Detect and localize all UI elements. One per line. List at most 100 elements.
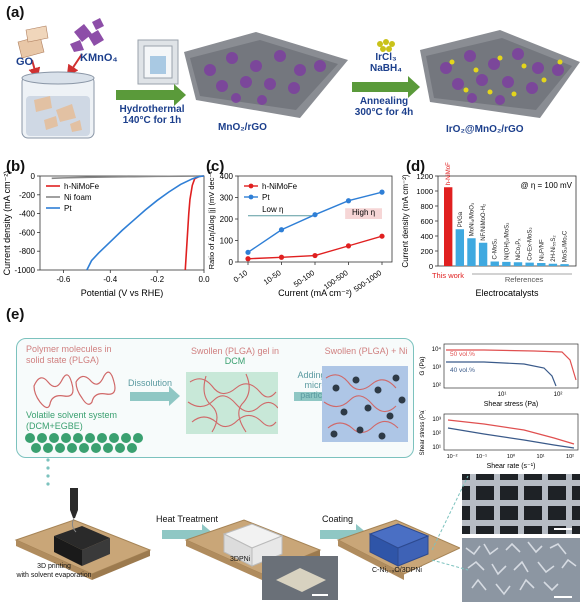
autoclave-icon [137,39,179,85]
dissolution-arrow [130,386,180,406]
adding-ni-label: Adding Ni micro-particles [297,370,337,400]
data-point [379,189,385,195]
x-tick-label: 10¹ [498,392,507,398]
data-point [312,252,318,259]
mno2-rgo-sheet [184,32,348,118]
series-line [446,349,577,381]
bar-label: MoNi₄/MoO₃ [469,202,475,236]
y-tick-label: -800 [19,247,36,256]
x-tick-label: 10⁰ [507,453,516,460]
data-point [379,233,385,239]
polymer-title: Polymer molecules in solid state (PLGA) [26,344,112,365]
panel-e-label: (e) [6,306,25,323]
data-point [345,243,352,249]
legend-marker [248,183,254,189]
swollen-gel-label: Swollen (PLGA) gel in DCM [190,346,280,366]
annealing-step-label: Annealing 300°C for 4h [354,96,414,118]
bar [548,263,558,266]
panel-a-illustration [17,18,580,139]
catalyst-comparison-chart: 0 200 400 600 800 1000 1200 @ η = 100 mV h-NiMoF… [401,162,577,298]
y-tick-label: 800 [420,202,433,211]
x-axis-label: Shear rate (s⁻¹) [487,463,536,470]
x-tick-label: 50-100 [292,268,316,289]
y-tick-label: 100 [220,237,234,246]
y-tick-label: 10¹ [432,445,441,451]
bar [537,263,546,266]
y-tick-label: 10² [432,431,441,437]
bar-label: MoS₂/Mo₂C [563,230,569,262]
x-axis-label: Current (mA cm⁻²) [278,288,352,298]
flow-curve-chart: 10¹ 10² 10³ 10⁻² 10⁻¹ 10⁰ 10¹ 10² Shear rate (s⁻… [420,410,579,470]
data-point [245,249,251,255]
bar-label: h-NiMoFe [446,162,452,185]
data-point [278,254,285,260]
y-tick-label: 200 [220,215,234,224]
series-line-pt [86,175,205,271]
plot-frame [443,343,579,389]
bar [455,229,465,266]
y-tick-label: 600 [420,217,433,226]
y-tick-label: 1200 [416,172,433,181]
heat-treatment-arrow [162,530,202,539]
zoom-lines [431,475,469,571]
x-tick-label: 0.0 [198,275,210,284]
bar [560,264,569,266]
x-tick-label: 500-1000 [352,268,383,294]
modulus-chart: 10² 10³ 10⁴ 10¹ 10² Shear stress (Pa) G (Pa) 50… [419,343,579,408]
y-tick-label: 0 [429,262,433,271]
y-tick-label: -600 [19,228,36,237]
coating-label: Coating [322,514,354,524]
legend-label: Pt [262,193,270,202]
legend-marker [248,194,254,200]
y-tick-label: 0 [229,258,234,267]
y-tick-label: 10³ [432,417,441,423]
x-tick-label: 10² [566,454,574,460]
y-tick-label: 10³ [432,365,441,371]
panel-a-label: (a) [6,4,25,21]
legend-label: Pt [64,204,72,213]
dissolution-label: Dissolution [128,378,173,388]
legend-label: 40 vol.% [450,367,475,374]
hydrothermal-step-label: Hydrothermal 140°C for 1h [119,104,185,126]
x-tick-label: 0-10 [232,268,249,284]
series-line-ni-foam [51,175,205,180]
x-tick-label: -0.4 [103,275,117,284]
scaffold-coated-blue [368,523,430,567]
bar [525,262,534,266]
panel-c-label: (c) [206,158,225,175]
series-line-h-nimofe [184,175,205,271]
high-eta-label: High η [352,208,375,217]
bar-label: Co-Ex-MoS₂ [528,227,534,261]
legend-label: Ni foam [64,193,92,202]
y-tick-label: -200 [19,191,36,200]
annealing-arrow [352,76,420,98]
eta-annotation: @ η = 100 mV [521,181,573,190]
swollen-ni-icon [322,366,408,442]
sem-surface-image [462,538,580,602]
reagents-label: IrCl₃ NaBH₄ [370,52,402,74]
connector-dots [46,458,50,486]
legend-label: h-NiMoFe [64,182,100,191]
3dpni-label: 3DPNi [230,556,251,563]
y-tick-label: 0 [31,172,36,181]
series-line [446,361,557,387]
data-point [278,227,285,233]
bar-label: NF/NiMoO-H₂ [481,203,487,241]
solvent-title: Volatile solvent system (DCM+EGBE) [26,410,118,431]
bar-label: NiCo₂Pₓ [516,239,522,261]
printing-caption: 3D printing with solvent evaporation [16,563,92,579]
coated-scaffold-label: C-Ni₁₋ₓO/3DPNi [372,567,422,574]
bar [513,262,523,266]
references-label: References [505,275,544,284]
ircl3-particles-icon [377,39,395,52]
y-tick-label: 200 [420,247,433,256]
x-tick-label: 10-50 [262,268,283,286]
y-axis-label: G (Pa) [419,356,426,375]
iro2-product-label: IrO₂@MnO₂/rGO [446,124,524,135]
y-tick-label: 300 [220,194,234,203]
coating-arrow [320,530,356,539]
bar-label: Ni(OH)₂/MoS₂ [504,222,510,260]
heat-treatment-label: Heat Treatment [156,514,219,524]
data-point [345,198,352,204]
